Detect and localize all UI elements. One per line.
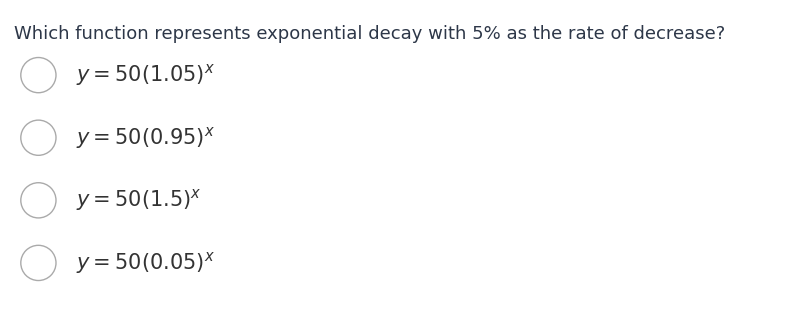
Text: $y = 50(1.05)^{x}$: $y = 50(1.05)^{x}$: [76, 62, 215, 88]
Text: $y = 50(0.95)^{x}$: $y = 50(0.95)^{x}$: [76, 125, 215, 151]
Text: $y = 50(1.5)^{x}$: $y = 50(1.5)^{x}$: [76, 187, 202, 213]
Text: Which function represents exponential decay with 5% as the rate of decrease?: Which function represents exponential de…: [14, 25, 726, 43]
Text: $y = 50(0.05)^{x}$: $y = 50(0.05)^{x}$: [76, 250, 215, 276]
